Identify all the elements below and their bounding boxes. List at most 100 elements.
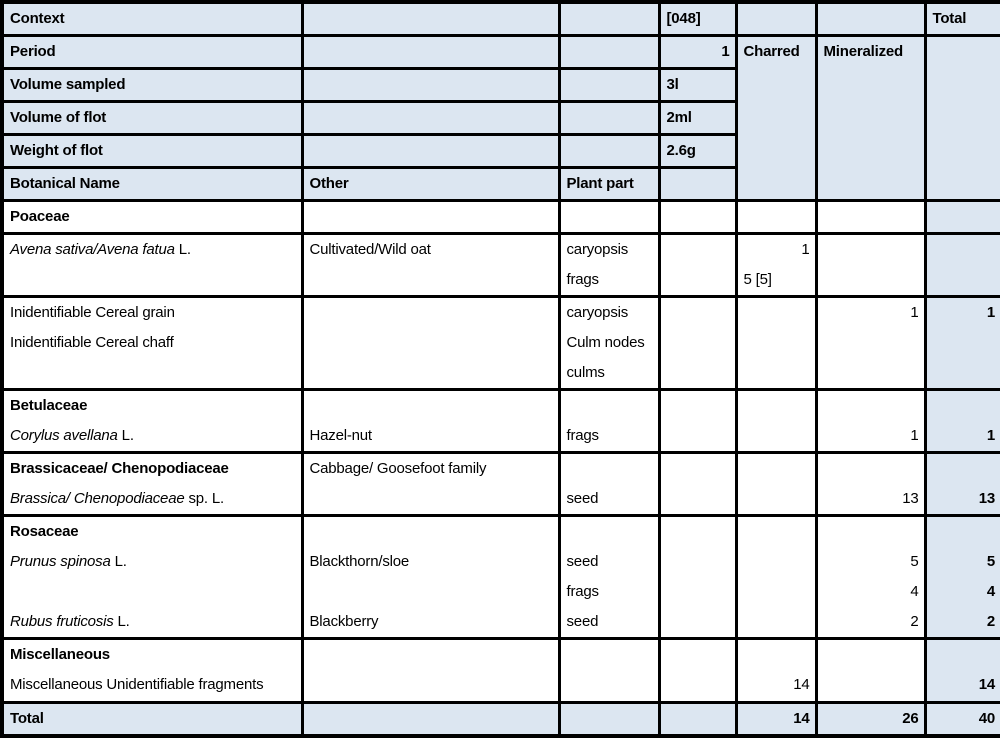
mineralized-count: 1 xyxy=(818,421,924,451)
empty-cell xyxy=(659,234,736,297)
plant-part: frags xyxy=(561,577,658,607)
charred-count: 1 xyxy=(738,235,815,265)
line-spacer xyxy=(927,640,1000,670)
weight-flot-value: 2.6g xyxy=(661,136,735,166)
botanical-name-header-cell: Botanical Name xyxy=(2,168,302,201)
charred-count: 5 [5] xyxy=(738,265,815,295)
species-avena-cell: Avena sativa/Avena fatua L. xyxy=(2,234,302,297)
family-name: Rosaceae xyxy=(4,517,301,547)
period-label-cell: Period xyxy=(2,36,302,69)
empty-cell xyxy=(736,516,816,639)
period-value-cell: 1 xyxy=(659,36,736,69)
mineralized-betulaceae-cell: 1 xyxy=(816,390,925,453)
total-label-cell: Total xyxy=(2,703,302,737)
empty-cell xyxy=(659,516,736,639)
empty-cell xyxy=(659,453,736,516)
total-mineralized-cell: 26 xyxy=(816,703,925,737)
cereal-name-cell: Inidentifiable Cereal grain Inidentifiab… xyxy=(2,297,302,390)
taxon-name: Inidentifiable Cereal grain xyxy=(4,298,301,328)
total-count: 1 xyxy=(927,298,1000,328)
charred-misc-cell: 14 xyxy=(736,639,816,703)
total-count: 4 xyxy=(927,577,1000,607)
line-spacer xyxy=(818,454,924,484)
mineralized-cereal-cell: 1 xyxy=(816,297,925,390)
empty-cell xyxy=(736,2,816,36)
other-rosaceae-cell: Blackthorn/sloe Blackberry xyxy=(302,516,559,639)
plant-part: culms xyxy=(561,358,658,388)
total-count: 5 xyxy=(927,547,1000,577)
family-name: Betulaceae xyxy=(4,391,301,421)
volume-sampled-label: Volume sampled xyxy=(4,70,301,100)
empty-cell xyxy=(302,69,559,102)
charred-count: 14 xyxy=(738,670,815,700)
row-avena: Avena sativa/Avena fatua L. Cultivated/W… xyxy=(2,234,1000,297)
total-count: 2 xyxy=(927,607,1000,637)
line-spacer xyxy=(561,391,658,421)
row-betulaceae: Betulaceae Corylus avellana L. Hazel-nut… xyxy=(2,390,1000,453)
line-spacer xyxy=(818,517,924,547)
total-count: 1 xyxy=(927,421,1000,451)
empty-total-cell xyxy=(925,201,1000,234)
empty-cell xyxy=(302,135,559,168)
species-name: Avena sativa/Avena fatua L. xyxy=(4,235,301,265)
plant-part-rosaceae-cell: seed frags seed xyxy=(559,516,659,639)
other-betulaceae-cell: Hazel-nut xyxy=(302,390,559,453)
family-name: Poaceae xyxy=(4,202,301,232)
plant-part: Culm nodes xyxy=(561,328,658,358)
row-miscellaneous: Miscellaneous Miscellaneous Unidentifiab… xyxy=(2,639,1000,703)
plant-part-avena-cell: caryopsis frags xyxy=(559,234,659,297)
empty-cell xyxy=(659,639,736,703)
plant-part: seed xyxy=(561,547,658,577)
common-name: Blackthorn/sloe xyxy=(304,547,558,577)
common-name: Blackberry xyxy=(304,607,558,637)
species-name: Rubus fruticosis L. xyxy=(4,607,301,637)
context-value: [048] xyxy=(661,4,735,34)
total-brassicaceae-cell: 13 xyxy=(925,453,1000,516)
empty-cell xyxy=(302,297,559,390)
charred-label: Charred xyxy=(738,37,815,67)
context-value-cell: [048] xyxy=(659,2,736,36)
total-count: 13 xyxy=(927,484,1000,514)
empty-cell xyxy=(302,2,559,36)
mineralized-total: 26 xyxy=(818,704,924,734)
mineralized-count: 4 xyxy=(818,577,924,607)
empty-cell xyxy=(559,102,659,135)
other-avena-cell: Cultivated/Wild oat xyxy=(302,234,559,297)
total-count: 14 xyxy=(927,670,1000,700)
empty-cell xyxy=(659,297,736,390)
plant-part-brassicaceae-cell: seed xyxy=(559,453,659,516)
volume-sampled-label-cell: Volume sampled xyxy=(2,69,302,102)
empty-cell xyxy=(559,2,659,36)
total-cereal-cell: 1 xyxy=(925,297,1000,390)
row-total: Total 14 26 40 xyxy=(2,703,1000,737)
volume-flot-value-cell: 2ml xyxy=(659,102,736,135)
line-spacer xyxy=(304,517,558,547)
plant-part-header-cell: Plant part xyxy=(559,168,659,201)
grand-total-cell: 40 xyxy=(925,703,1000,737)
empty-cell xyxy=(302,102,559,135)
empty-cell xyxy=(736,390,816,453)
mineralized-label: Mineralized xyxy=(818,37,924,67)
line-spacer xyxy=(304,391,558,421)
line-spacer xyxy=(304,577,558,607)
period-label: Period xyxy=(4,37,301,67)
species-name: Brassica/ Chenopodiaceae sp. L. xyxy=(4,484,301,514)
total-betulaceae-cell: 1 xyxy=(925,390,1000,453)
row-poaceae: Poaceae xyxy=(2,201,1000,234)
empty-cell xyxy=(559,703,659,737)
plant-part: frags xyxy=(561,265,658,295)
context-label-cell: Context xyxy=(2,2,302,36)
empty-total-cell xyxy=(925,234,1000,297)
empty-cell xyxy=(736,297,816,390)
brassicaceae-name-cell: Brassicaceae/ Chenopodiaceae Brassica/ C… xyxy=(2,453,302,516)
charred-total: 14 xyxy=(738,704,815,734)
charred-header-cell: Charred xyxy=(736,36,816,201)
row-cereal: Inidentifiable Cereal grain Inidentifiab… xyxy=(2,297,1000,390)
volume-flot-value: 2ml xyxy=(661,103,735,133)
empty-cell xyxy=(816,234,925,297)
empty-cell xyxy=(302,36,559,69)
plant-part-betulaceae-cell: frags xyxy=(559,390,659,453)
plant-part: caryopsis xyxy=(561,298,658,328)
total-rosaceae-cell: 5 4 2 xyxy=(925,516,1000,639)
line-spacer xyxy=(927,391,1000,421)
